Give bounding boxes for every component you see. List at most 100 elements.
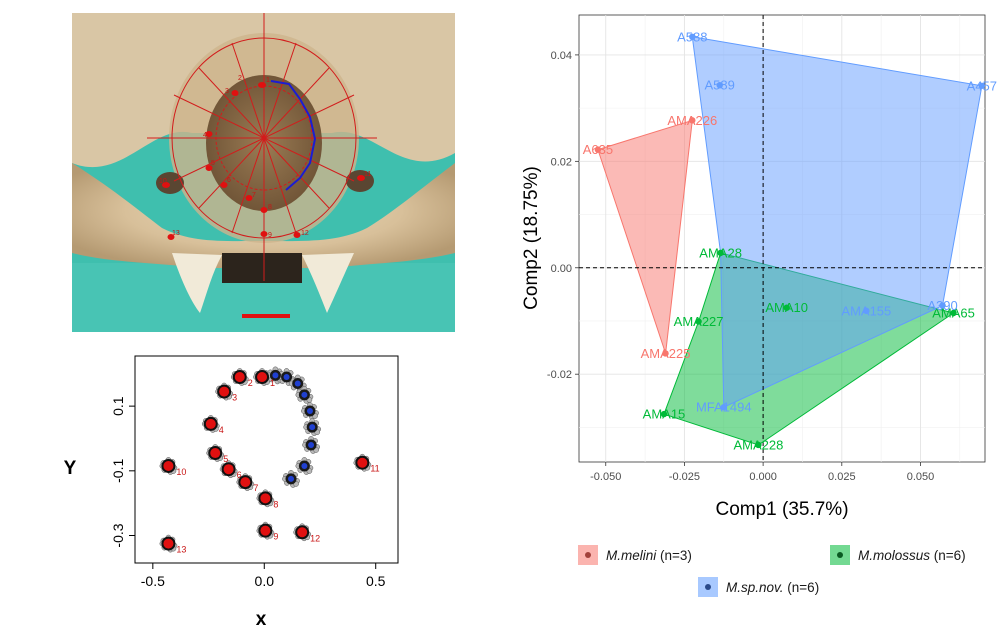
landmark-points bbox=[162, 82, 365, 240]
svg-text:13: 13 bbox=[172, 230, 180, 237]
svg-text:10: 10 bbox=[159, 178, 167, 185]
pca-point bbox=[755, 441, 762, 449]
landmark-point bbox=[260, 525, 271, 536]
semilandmark-point bbox=[301, 391, 308, 398]
pca-point bbox=[720, 403, 727, 411]
pca-x-tick-label: 0.025 bbox=[828, 471, 856, 483]
landmark-label: 11 bbox=[370, 464, 379, 474]
pca-point-label: AMA226 bbox=[667, 113, 717, 128]
svg-text:5: 5 bbox=[211, 160, 215, 167]
landmark-point bbox=[163, 460, 174, 471]
pca-y-tick-label: 0.04 bbox=[551, 50, 572, 62]
hull-series-2 bbox=[691, 36, 983, 408]
landmark-label: 8 bbox=[273, 499, 278, 509]
landmark-point bbox=[297, 527, 308, 538]
pca-reference-lines bbox=[579, 15, 985, 462]
landmark-x-tick-label: -0.5 bbox=[141, 573, 165, 589]
pca-points bbox=[594, 33, 986, 449]
pca-x-tick-label: -0.025 bbox=[669, 471, 700, 483]
pca-point bbox=[662, 350, 669, 357]
legend-label-molossus: M.molossus (n=6) bbox=[858, 547, 966, 563]
pca-convex-hulls bbox=[597, 36, 983, 446]
landmark-point bbox=[240, 477, 251, 488]
right-condyle-fossa bbox=[346, 170, 374, 192]
landmark-point bbox=[163, 538, 174, 549]
landmark-x-tick-label: 0.5 bbox=[366, 573, 386, 589]
svg-text:7: 7 bbox=[252, 192, 256, 199]
landmark-y-label: Y bbox=[64, 458, 77, 479]
pca-x-tick-label: 0.000 bbox=[749, 471, 777, 483]
pca-y-tick-label: 0.00 bbox=[551, 263, 572, 275]
svg-text:1: 1 bbox=[266, 77, 270, 84]
pca-point bbox=[594, 146, 602, 153]
semilandmark-point bbox=[308, 441, 315, 448]
pca-point-label: A457 bbox=[967, 78, 997, 93]
landmark-label: 3 bbox=[232, 393, 237, 403]
legend-key-molossus bbox=[830, 545, 850, 565]
landmark-label: 9 bbox=[273, 532, 278, 542]
landmark-point bbox=[210, 448, 221, 459]
pca-y-tick-label: 0.02 bbox=[551, 156, 572, 168]
landmark-y-tick-label: 0.1 bbox=[110, 396, 126, 416]
pca-point-label: A390 bbox=[927, 298, 957, 313]
landmark-y-tick-label: -0.3 bbox=[110, 523, 126, 547]
landmark-x-tick-label: 0.0 bbox=[255, 573, 275, 589]
semilandmark-point bbox=[309, 424, 316, 431]
svg-text:2: 2 bbox=[238, 75, 242, 82]
pca-point bbox=[716, 82, 723, 89]
svg-text:6: 6 bbox=[227, 177, 231, 184]
semilandmark-point bbox=[306, 407, 313, 414]
semilandmark-point bbox=[301, 462, 308, 469]
pca-point-label: AMA28 bbox=[699, 245, 742, 260]
landmark-label: 5 bbox=[223, 454, 228, 464]
pca-point bbox=[689, 33, 696, 41]
pca-legend: M.melini (n=3) M.molossus (n=6) M.sp.nov… bbox=[570, 540, 990, 620]
pca-point-label: MFA1494 bbox=[696, 400, 752, 415]
landmark-point bbox=[234, 372, 245, 383]
pca-point-label: A588 bbox=[677, 29, 707, 44]
legend-item-spnov: M.sp.nov. (n=6) bbox=[698, 577, 819, 597]
legend-label-melini: M.melini (n=3) bbox=[606, 547, 692, 563]
svg-text:4: 4 bbox=[203, 132, 207, 139]
pca-point bbox=[939, 302, 946, 309]
pca-point-label: AMA15 bbox=[643, 407, 686, 422]
landmark-configuration-plot: -0.5 0.0 0.5 0.1 -0.1 -0.3 1 2 3 4 5 6 7 8 9 10 11 12 13 … bbox=[60, 350, 405, 631]
semilandmark-point bbox=[283, 374, 290, 381]
landmark-y-tick-label: -0.1 bbox=[110, 459, 126, 483]
pca-point bbox=[717, 249, 724, 257]
pca-plot-svg: A635 AMA226 AMA225 AMA28 AMA10 AMA227 AMA65 AMA… bbox=[521, 14, 997, 520]
pca-x-label: Comp1 (35.7%) bbox=[715, 499, 848, 520]
pca-point-label: AMA65 bbox=[932, 306, 975, 321]
pca-x-tick-label: 0.050 bbox=[907, 471, 935, 483]
landmark-label: 4 bbox=[219, 425, 224, 435]
legend-key-melini bbox=[578, 545, 598, 565]
landmark-point bbox=[205, 418, 216, 429]
pca-point bbox=[863, 307, 870, 315]
svg-text:3: 3 bbox=[225, 88, 229, 95]
pca-point-label: AMA155 bbox=[841, 303, 891, 318]
pca-point-label: AMA227 bbox=[674, 314, 724, 329]
pca-point bbox=[978, 82, 986, 89]
landmark-label: 13 bbox=[176, 545, 186, 555]
legend-item-melini: M.melini (n=3) bbox=[578, 545, 692, 565]
svg-text:11: 11 bbox=[364, 171, 371, 178]
semilandmark-curve bbox=[270, 80, 317, 191]
pca-point bbox=[660, 410, 668, 418]
landmark-point bbox=[260, 493, 271, 504]
landmark-point bbox=[219, 386, 230, 397]
pca-point-label: A635 bbox=[583, 142, 613, 157]
pca-point-label: AMA225 bbox=[641, 346, 691, 361]
pca-point-label: AMA10 bbox=[765, 300, 808, 315]
landmark-label: 12 bbox=[310, 533, 320, 543]
photo-landmark-labels: 1 2 3 4 5 6 7 8 9 10 11 12 13 bbox=[159, 75, 371, 239]
svg-text:8: 8 bbox=[268, 204, 272, 211]
left-condyle-fossa bbox=[156, 172, 184, 194]
legend-key-spnov bbox=[698, 577, 718, 597]
pca-x-tick-label: -0.050 bbox=[590, 471, 621, 483]
palate-shadow bbox=[222, 253, 302, 283]
pca-axis-ticks: -0.050 -0.025 0.000 0.025 0.050 -0.02 0.00 0.02… bbox=[547, 50, 934, 483]
landmark-axis-ticks: -0.5 0.0 0.5 0.1 -0.1 -0.3 bbox=[110, 396, 386, 589]
left-canine bbox=[172, 253, 222, 313]
landmark-point bbox=[223, 464, 234, 475]
